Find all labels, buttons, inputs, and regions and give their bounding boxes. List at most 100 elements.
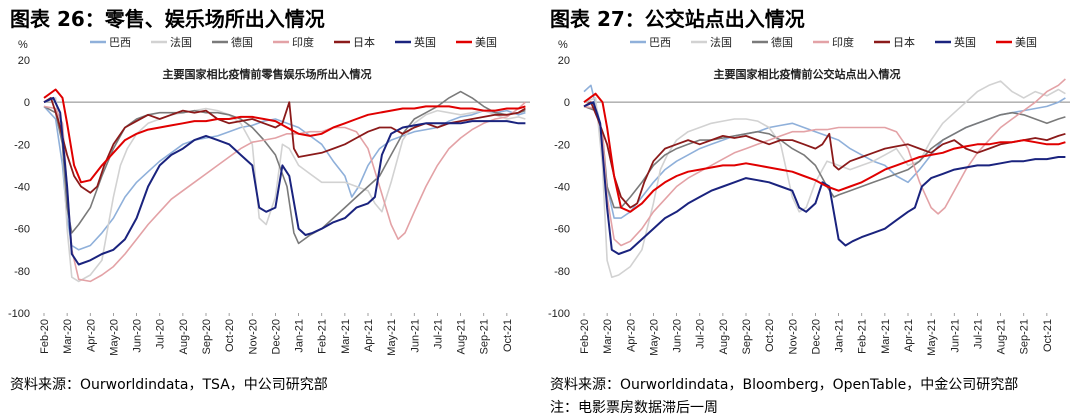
legend-label: 英国 — [954, 35, 976, 49]
transit-stations-chart: % 巴西 法国 德国 印度 日本 英国 美国 20 0 -20 -40 -60 -80 -100 主要国家相比… — [548, 35, 1070, 356]
series-line — [583, 80, 1066, 278]
legend-label: 日本 — [893, 35, 915, 49]
series-line — [43, 96, 526, 266]
x-tick-label: Aug-21 — [996, 319, 1008, 354]
y-tick-label: -100 — [548, 308, 570, 320]
x-tick-label: Oct-20 — [224, 319, 236, 352]
x-tick-label: Oct-20 — [764, 319, 776, 352]
x-tick-label: Mar-21 — [880, 319, 892, 354]
legend-item: 日本 — [874, 35, 915, 49]
x-tick-label: Apr-20 — [625, 319, 637, 352]
x-tick-label: Feb-21 — [857, 319, 869, 354]
x-tick-label: May-20 — [108, 319, 120, 356]
source-note: 资料来源：Ourworldindata，Bloomberg，OpenTable，… — [550, 377, 1019, 393]
legend-item: 英国 — [395, 35, 436, 49]
x-tick-label: May-21 — [926, 319, 938, 356]
left-panel: 图表 26：零售、娱乐场所出入情况 % 巴西 法国 德国 印度 日本 英国 美国 20 0 -20 -… — [8, 7, 530, 393]
legend-label: 英国 — [414, 35, 436, 49]
x-tick-label: May-21 — [386, 319, 398, 356]
x-tick-label: Oct-21 — [1042, 319, 1054, 352]
x-tick-label: Nov-20 — [247, 319, 259, 354]
legend-label: 巴西 — [109, 36, 131, 49]
y-unit-label: % — [558, 39, 568, 51]
legend-item: 印度 — [813, 35, 854, 49]
x-tick-label: Dec-20 — [810, 319, 822, 354]
y-tick-label: -40 — [554, 182, 570, 194]
legend-label: 德国 — [771, 35, 793, 49]
x-tick-label: May-20 — [648, 319, 660, 356]
retail-recreation-chart: % 巴西 法国 德国 印度 日本 英国 美国 20 0 -20 -40 -60 -80 -100 主要国家相比… — [8, 35, 530, 356]
legend-label: 法国 — [170, 35, 192, 49]
x-tick-label: Sep-21 — [479, 319, 491, 354]
figure-title: 图表 26：零售、娱乐场所出入情况 — [10, 7, 325, 31]
series-line — [583, 92, 1066, 213]
x-tick-label: Mar-20 — [602, 319, 614, 354]
legend-item: 德国 — [212, 35, 253, 49]
x-tick-label: Sep-21 — [1019, 319, 1031, 354]
y-tick-label: 20 — [558, 55, 570, 67]
chart-title: 主要国家相比疫情前零售娱乐场所出入情况 — [163, 67, 372, 81]
footnote: 注：电影票房数据滞后一周 — [550, 400, 718, 416]
legend-item: 巴西 — [90, 36, 131, 49]
x-tick-label: Feb-20 — [579, 319, 591, 354]
x-tick-label: Jul-21 — [432, 319, 444, 349]
x-tick-label: Sep-20 — [741, 319, 753, 354]
y-tick-label: -20 — [554, 139, 570, 151]
legend-item: 法国 — [691, 35, 732, 49]
x-tick-label: Jul-20 — [155, 319, 167, 349]
x-tick-label: Jun-20 — [132, 319, 144, 353]
x-tick-label: Nov-20 — [787, 319, 799, 354]
x-tick-label: Apr-21 — [903, 319, 915, 352]
figure-title: 图表 27：公交站点出入情况 — [550, 7, 805, 31]
y-unit-label: % — [18, 39, 28, 51]
x-tick-label: Jul-21 — [972, 319, 984, 349]
legend-label: 美国 — [475, 36, 497, 49]
x-tick-label: Jun-21 — [409, 319, 421, 353]
y-tick-label: -80 — [14, 266, 30, 278]
source-note: 资料来源：Ourworldindata，TSA，中公司研究部 — [10, 377, 328, 393]
x-tick-label: Jun-21 — [949, 319, 961, 353]
legend-label: 日本 — [353, 35, 375, 49]
legend-item: 巴西 — [630, 36, 671, 49]
x-tick-label: Apr-21 — [363, 319, 375, 352]
y-tick-label: 0 — [564, 97, 570, 109]
x-tick-label: Mar-21 — [340, 319, 352, 354]
series-line — [43, 101, 526, 283]
series-line — [43, 97, 526, 283]
y-tick-label: -80 — [554, 266, 570, 278]
legend-item: 日本 — [334, 35, 375, 49]
legend-label: 法国 — [710, 35, 732, 49]
x-tick-label: Aug-21 — [456, 319, 468, 354]
series-line — [43, 97, 526, 194]
x-tick-label: Apr-20 — [85, 319, 97, 352]
x-tick-label: Jan-21 — [834, 319, 846, 353]
y-tick-label: 0 — [24, 97, 30, 109]
x-tick-label: Dec-20 — [270, 319, 282, 354]
series-line — [583, 101, 1066, 255]
legend-item: 德国 — [752, 35, 793, 49]
x-tick-label: Jan-21 — [294, 319, 306, 353]
legend-item: 美国 — [456, 36, 497, 49]
legend-label: 德国 — [231, 35, 253, 49]
legend-item: 印度 — [273, 35, 314, 49]
y-tick-label: -60 — [14, 224, 30, 236]
legend-label: 印度 — [832, 35, 854, 49]
x-tick-label: Feb-20 — [39, 319, 51, 354]
legend-label: 巴西 — [649, 36, 671, 49]
x-tick-label: Jul-20 — [695, 319, 707, 349]
right-panel: 图表 27：公交站点出入情况 % 巴西 法国 德国 印度 日本 英国 美国 20 0 -20 -40 -… — [540, 0, 1080, 420]
x-tick-label: Oct-21 — [502, 319, 514, 352]
y-tick-label: -60 — [554, 224, 570, 236]
series-line — [583, 84, 1066, 219]
y-tick-label: -40 — [14, 182, 30, 194]
legend-label: 美国 — [1015, 36, 1037, 49]
series-line — [583, 101, 1066, 209]
x-tick-label: Sep-20 — [201, 319, 213, 354]
legend-label: 印度 — [292, 35, 314, 49]
series-line — [43, 88, 526, 184]
legend-item: 美国 — [996, 36, 1037, 49]
x-tick-label: Feb-21 — [317, 319, 329, 354]
y-tick-label: 20 — [18, 55, 30, 67]
y-tick-label: -20 — [14, 139, 30, 151]
x-tick-label: Aug-20 — [718, 319, 730, 354]
